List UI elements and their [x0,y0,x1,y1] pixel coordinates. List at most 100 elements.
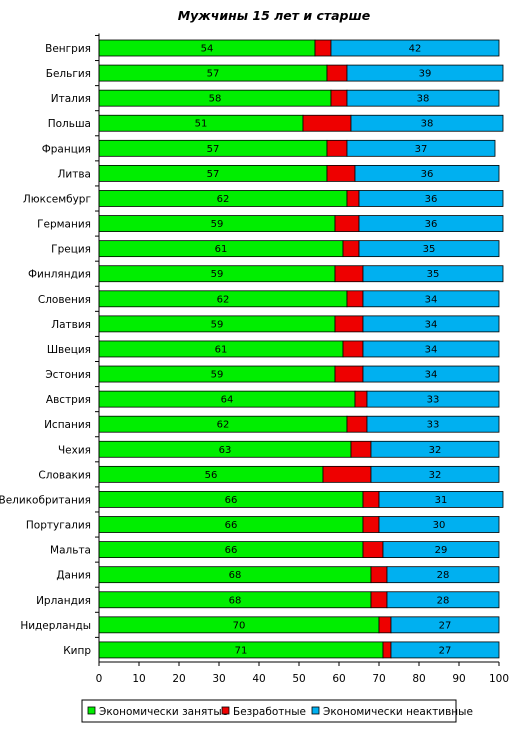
bar-segment-unemployed [370,591,388,609]
x-tick-label: 80 [412,673,425,685]
bar-segment-inactive [346,64,504,82]
category-label: Ирландия [36,595,91,607]
data-label: 66 [225,520,238,531]
data-label: 51 [195,119,208,130]
bar-segment-unemployed [378,616,392,634]
x-tick-label: 60 [332,673,345,685]
data-label: 29 [435,545,448,556]
bar-segment-inactive [358,240,500,258]
category-label: Бельгия [46,68,91,80]
category-label: Венгрия [45,43,91,55]
data-label: 57 [207,144,220,155]
data-label: 34 [425,319,438,330]
category-label: Дания [56,570,91,582]
category-label: Франция [42,143,91,155]
data-label: 59 [211,370,224,381]
x-tick-label: 100 [489,673,509,685]
category-label: Польша [48,118,91,130]
data-label: 31 [435,495,448,506]
x-tick-label: 30 [212,673,225,685]
data-label: 39 [419,69,432,80]
data-label: 68 [229,595,242,606]
bar-segment-inactive [382,541,500,558]
category-label: Люксембург [23,193,91,205]
x-tick-label: 90 [452,673,465,685]
bar-segment-unemployed [326,139,348,157]
legend-swatch-unemployed [221,706,230,715]
bar-segment-inactive [362,315,500,333]
category-label: Нидерланды [20,620,91,632]
data-label: 57 [207,69,220,80]
data-label: 66 [225,495,238,506]
bar-segment-inactive [350,114,504,132]
data-label: 35 [427,269,440,280]
data-label: 36 [421,169,434,180]
data-label: 34 [425,294,438,305]
bar-segment-inactive [378,491,504,508]
chart-title: Мужчины 15 лет и старше [178,8,371,23]
bar-segment-inactive [354,164,500,182]
x-tick-label: 40 [252,673,265,685]
x-tick-label: 10 [132,673,145,685]
bar-segment-inactive [370,440,500,458]
category-label: Мальта [50,545,91,557]
data-label: 32 [429,470,442,481]
data-label: 42 [409,44,422,55]
data-label: 61 [215,244,228,255]
category-label: Словакия [38,469,91,481]
data-label: 28 [437,570,450,581]
x-tick-label: 0 [96,673,103,685]
legend-label: Безработные [233,706,306,718]
bar-segment-unemployed [330,89,348,107]
data-label: 34 [425,370,438,381]
legend-box [81,699,457,723]
data-label: 71 [235,645,248,656]
bar-segment-inactive [330,39,500,57]
bar-segment-inactive [390,641,500,659]
data-label: 62 [217,420,230,431]
data-label: 62 [217,194,230,205]
category-label: Италия [51,93,91,105]
data-label: 30 [433,520,446,531]
bar-segment-unemployed [354,390,368,408]
data-label: 61 [215,344,228,355]
data-label: 58 [209,94,222,105]
legend: Экономически занятые Безработные Экономиче… [81,699,473,723]
data-label: 36 [425,219,438,230]
category-label: Латвия [51,319,91,331]
data-label: 59 [211,319,224,330]
x-tick-label: 70 [372,673,385,685]
legend-label: Экономически занятые [99,706,228,718]
data-label: 35 [423,244,436,255]
bar-segment-unemployed [342,240,360,258]
data-label: 37 [415,144,428,155]
category-label: Португалия [26,520,91,532]
bar-segment-unemployed [334,315,364,333]
bar-segment-inactive [386,591,500,609]
bar-segment-unemployed [346,290,364,308]
category-label: Литва [58,168,91,180]
data-label: 59 [211,219,224,230]
legend-swatch-inactive [311,706,320,715]
data-label: 33 [427,420,440,431]
bar-segment-inactive [390,616,500,634]
category-label: Кипр [63,645,91,657]
bar-segment-inactive [358,190,504,207]
bar-segment-inactive [346,139,496,157]
bar-segment-unemployed [302,114,352,132]
data-label: 57 [207,169,220,180]
bar-segment-unemployed [334,365,364,383]
bar-segment-unemployed [362,516,380,533]
bar-segment-inactive [346,89,500,107]
bar-segment-unemployed [362,491,380,508]
bar-segment-unemployed [322,465,372,483]
bar-segment-unemployed [334,265,364,283]
category-label: Финляндия [28,269,91,281]
bar-segment-inactive [362,290,500,308]
data-label: 28 [437,595,450,606]
data-label: 33 [427,395,440,406]
bar-segment-unemployed [370,566,388,584]
bar-segment-inactive [370,465,500,483]
data-label: 70 [233,620,246,631]
